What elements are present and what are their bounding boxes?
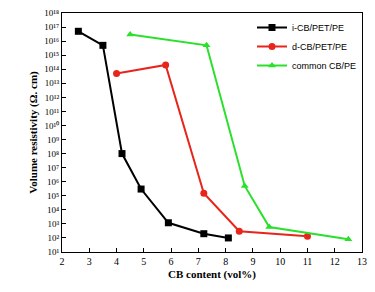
svg-text:10⁶: 10⁶ [47,177,59,187]
svg-text:10¹: 10¹ [47,247,59,257]
svg-text:i-CB/PET/PE: i-CB/PET/PE [292,23,344,33]
svg-text:CB content (vol%): CB content (vol%) [168,268,256,281]
svg-text:11: 11 [303,256,313,267]
svg-text:7: 7 [196,256,201,267]
svg-text:10²: 10² [47,233,59,243]
svg-text:2: 2 [60,256,65,267]
svg-text:6: 6 [169,256,174,267]
svg-text:10³: 10³ [47,219,59,229]
svg-text:10¹⁵: 10¹⁵ [44,50,59,60]
svg-text:Volume resistivity (Ω. cm): Volume resistivity (Ω. cm) [27,71,40,194]
svg-text:10¹⁷: 10¹⁷ [44,22,59,32]
svg-text:d-CB/PET/PE: d-CB/PET/PE [292,42,347,52]
svg-text:12: 12 [330,256,340,267]
svg-text:10¹¹: 10¹¹ [45,107,60,117]
svg-text:10¹⁴: 10¹⁴ [44,64,59,74]
svg-text:5: 5 [141,256,146,267]
svg-text:10⁹: 10⁹ [47,135,59,145]
svg-text:4: 4 [114,256,119,267]
svg-text:10⁵: 10⁵ [47,191,59,201]
svg-text:10¹⁶: 10¹⁶ [44,36,59,46]
svg-text:10⁷: 10⁷ [47,163,59,173]
svg-text:8: 8 [223,256,228,267]
svg-text:10⁴: 10⁴ [47,205,59,215]
svg-text:10¹²: 10¹² [45,93,60,103]
svg-text:10¹⁰: 10¹⁰ [44,121,59,131]
svg-text:common CB/PE: common CB/PE [292,61,356,71]
svg-text:3: 3 [87,256,92,267]
svg-text:10: 10 [275,256,285,267]
svg-text:10¹⁸: 10¹⁸ [44,8,59,18]
svg-text:13: 13 [357,256,367,267]
svg-text:10¹³: 10¹³ [45,78,60,88]
svg-text:9: 9 [250,256,255,267]
svg-text:10⁸: 10⁸ [47,149,59,159]
